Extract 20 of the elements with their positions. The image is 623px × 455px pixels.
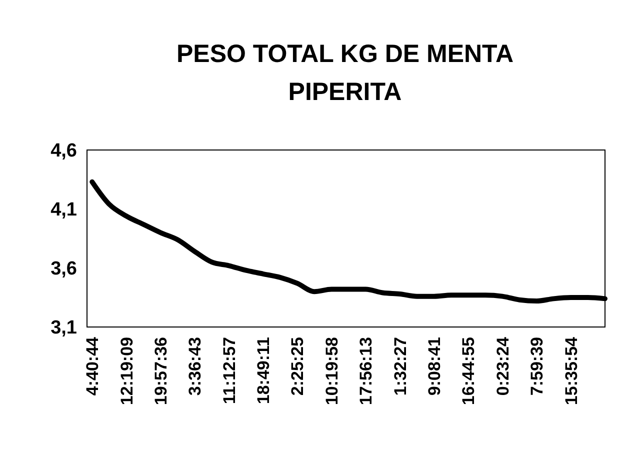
x-tick-label: 2:25:25: [288, 337, 308, 396]
y-tick-label: 4,1: [50, 200, 78, 221]
x-tick-label: 9:08:41: [424, 337, 444, 396]
x-tick-label: 7:59:39: [528, 337, 547, 396]
x-tick-label: 15:35:54: [562, 336, 581, 406]
x-tick-label: 19:57:36: [151, 337, 170, 406]
y-tick-label: 3,1: [50, 318, 78, 339]
x-tick-label: 10:19:58: [322, 337, 342, 406]
x-tick-label: 12:19:09: [117, 337, 136, 406]
x-tick-label: 17:56:13: [356, 337, 376, 406]
x-tick-label: 3:36:43: [186, 337, 205, 396]
x-tick-label: 1:32:27: [390, 337, 410, 396]
x-tick-label: 11:12:57: [220, 337, 239, 404]
x-tick-label: 0:23:24: [493, 336, 512, 396]
x-tick-label: 18:49:11: [254, 337, 274, 404]
x-tick-label: 16:44:55: [459, 337, 478, 406]
chart-title: PESO TOTAL KG DE MENTA PIPERITA: [176, 40, 514, 106]
y-tick-label: 4,6: [50, 140, 77, 162]
x-tick-label: 4:40:44: [83, 336, 102, 396]
y-tick-label: 3,6: [50, 258, 77, 280]
